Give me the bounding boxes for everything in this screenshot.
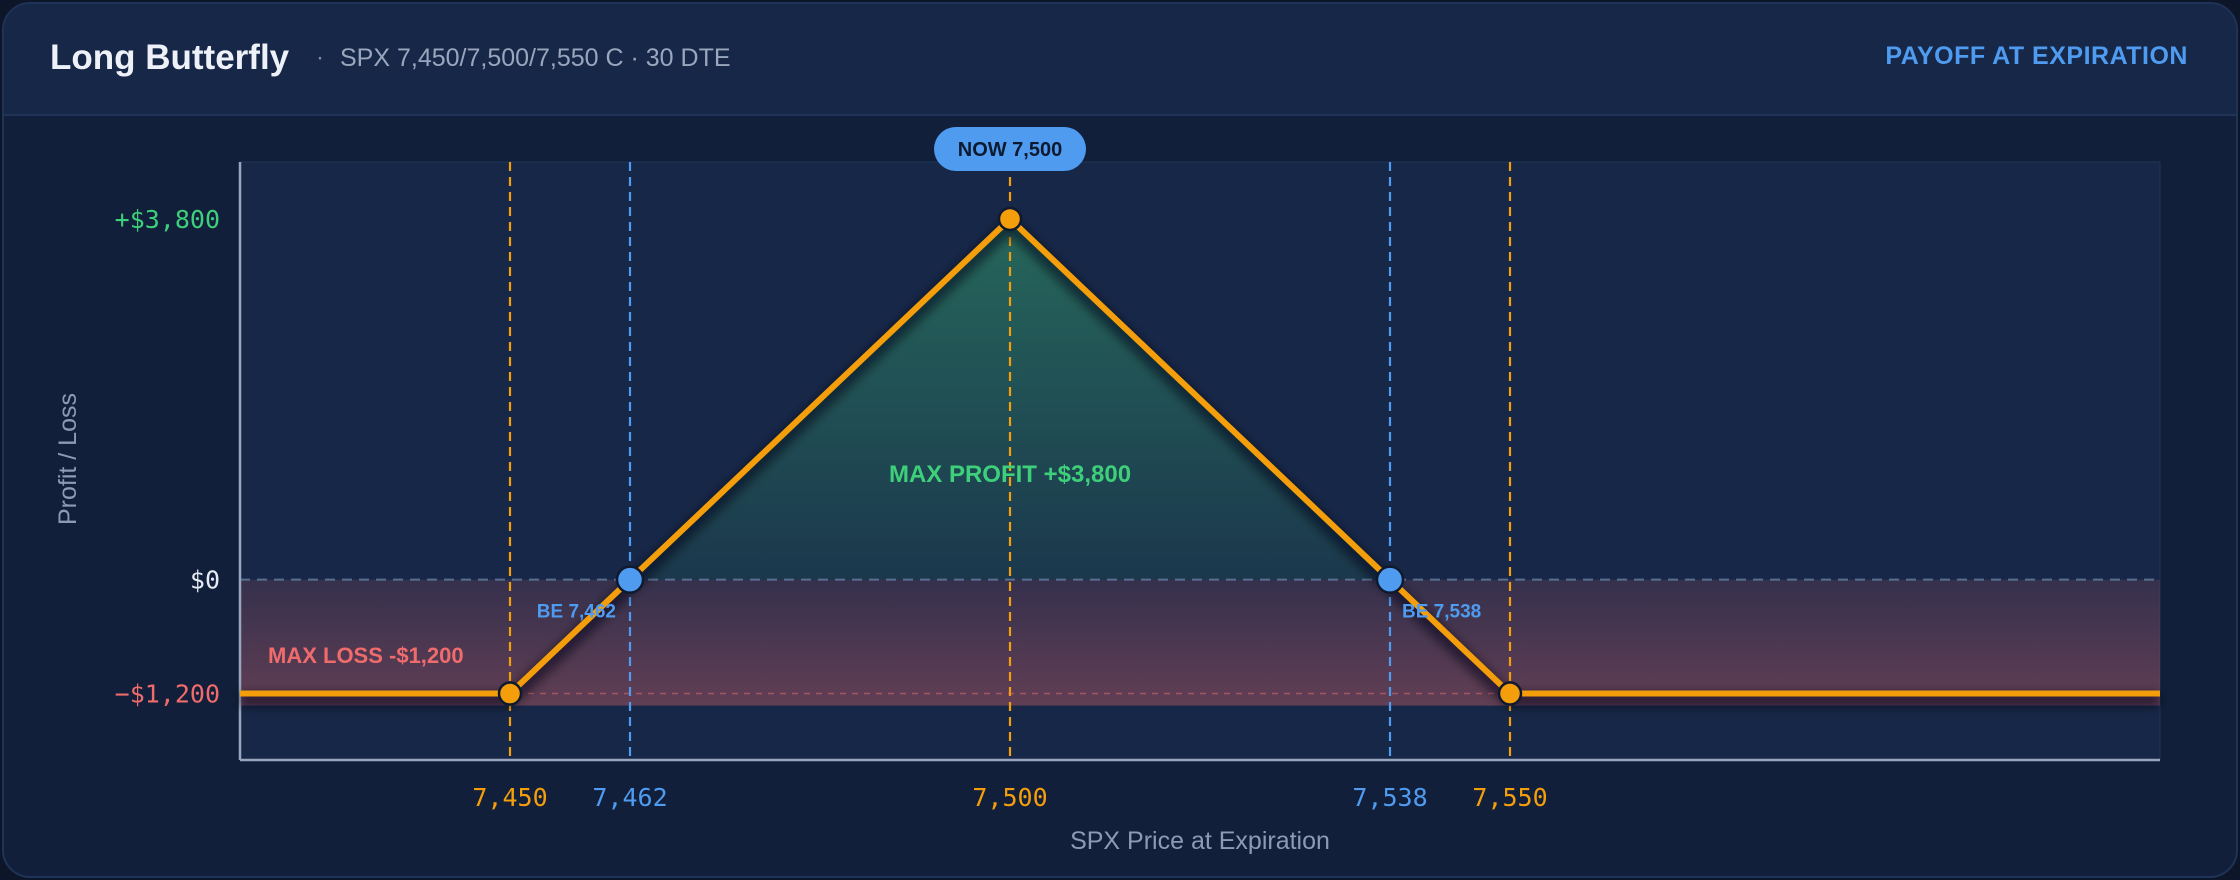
breakeven-point-7462 — [615, 565, 645, 594]
current-price-label: NOW 7,500 — [958, 139, 1062, 161]
x-tick-label-7450: 7,450 — [472, 783, 547, 812]
x-tick-label-7550: 7,550 — [1472, 783, 1547, 812]
max-loss-annotation: MAX LOSS -$1,200 — [268, 643, 464, 668]
y-tick-label-zero: $0 — [190, 566, 220, 595]
x-tick-label-7500: 7,500 — [972, 783, 1047, 812]
strategy-title: Long Butterfly — [50, 38, 290, 77]
breakeven-point-7538 — [1375, 565, 1405, 594]
x-axis-label: SPX Price at Expiration — [1070, 827, 1330, 855]
y-axis-label: Profit / Loss — [54, 393, 82, 525]
strike-point-7550 — [1497, 681, 1523, 706]
card-header: Long Butterfly · SPX 7,450/7,500/7,550 C… — [4, 4, 2236, 116]
strike-point-7450 — [497, 681, 523, 706]
title-separator: · — [316, 44, 324, 71]
x-tick-label-7538: 7,538 — [1352, 783, 1427, 812]
y-tick-label-loss: −$1,200 — [115, 680, 220, 709]
max-profit-region — [630, 218, 1390, 580]
strategy-subtitle: SPX 7,450/7,500/7,550 C · 30 DTE — [340, 44, 731, 72]
payoff-mode-label: PAYOFF AT EXPIRATION — [1885, 42, 2188, 70]
strike-point-7500 — [997, 206, 1023, 232]
breakeven-label-right: BE 7,538 — [1402, 602, 1481, 623]
current-price-pill — [934, 127, 1086, 171]
breakeven-label-left: BE 7,462 — [537, 602, 616, 623]
max-profit-annotation: MAX PROFIT +$3,800 — [889, 461, 1131, 488]
y-tick-label-profit: +$3,800 — [115, 205, 220, 234]
x-tick-label-7462: 7,462 — [592, 783, 667, 812]
